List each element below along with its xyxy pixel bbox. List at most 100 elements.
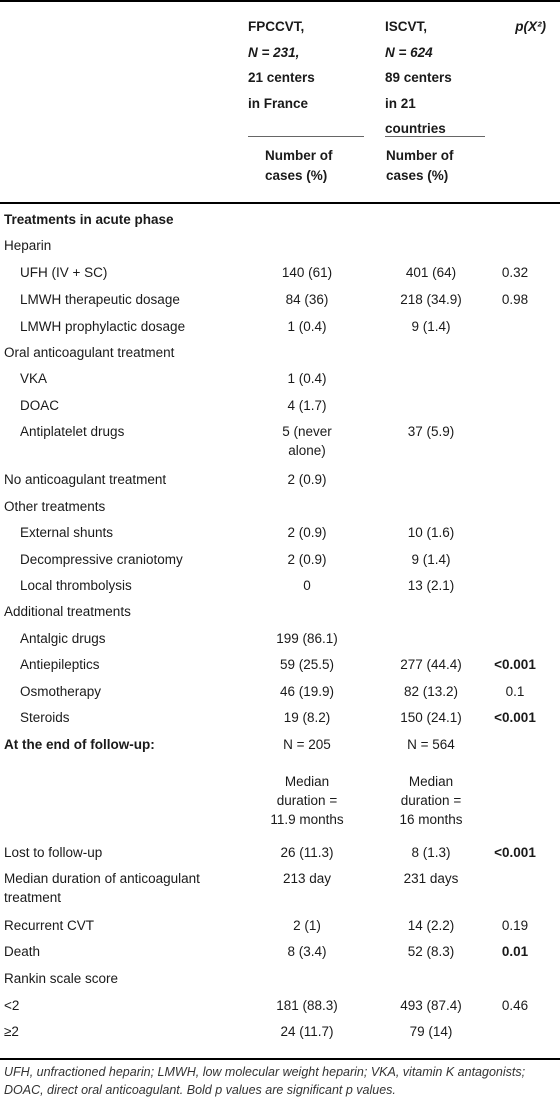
cell-line: 10 (1.6) — [407, 525, 455, 540]
header-line: ISCVT, — [385, 19, 428, 34]
row-label-line: <2 — [4, 998, 20, 1013]
cell-line: 52 (8.3) — [407, 944, 455, 959]
iscvt-value: Median duration = 16 months — [372, 772, 490, 829]
cell-line: 493 (87.4) — [400, 998, 462, 1013]
header-rule — [0, 202, 560, 204]
cell-line: 16 months — [399, 812, 463, 827]
iscvt-value: 218 (34.9) — [372, 290, 490, 309]
row-label-line: ≥2 — [4, 1024, 19, 1039]
row-label: External shunts — [20, 523, 260, 542]
iscvt-value: N = 564 — [372, 735, 490, 754]
header-line: FPCCVT, — [248, 19, 305, 34]
fpccvt-value: 5 (never alone) — [252, 422, 362, 460]
cell-line: 14 (2.2) — [407, 918, 455, 933]
row-label-line: LMWH prophylactic dosage — [20, 319, 186, 334]
cell-line: 79 (14) — [409, 1024, 453, 1039]
row-label: VKA — [20, 369, 260, 388]
row-label: LMWH therapeutic dosage — [20, 290, 260, 309]
header-iscvt: ISCVT, N = 624 89 centers in 21 countrie… — [385, 14, 485, 142]
header-line: 89 centers — [385, 70, 452, 85]
row-label-line: Rankin scale score — [4, 971, 119, 986]
iscvt-value: 37 (5.9) — [372, 422, 490, 441]
cell-line: 2 (1) — [293, 918, 321, 933]
row-label-line: Heparin — [4, 238, 52, 253]
cell-line: 59 (25.5) — [279, 657, 335, 672]
header-fpccvt: FPCCVT, N = 231, 21 centers in France — [248, 14, 358, 116]
cell-line: 1 (0.4) — [287, 371, 327, 386]
header-line: in 21 — [385, 95, 416, 111]
row-label-line: UFH (IV + SC) — [20, 265, 108, 280]
row-label: Rankin scale score — [4, 969, 244, 988]
cell-line: 82 (13.2) — [403, 684, 459, 699]
header-underline — [248, 136, 364, 137]
p-value: 0.46 — [501, 998, 529, 1013]
row-label-line: Local thrombolysis — [20, 578, 132, 593]
header-line: countries — [385, 121, 446, 136]
row-label-line: Lost to follow-up — [4, 845, 103, 860]
row-label: Recurrent CVT — [4, 916, 244, 935]
cell-line: 0 — [303, 578, 311, 593]
fpccvt-value: 59 (25.5) — [252, 655, 362, 674]
iscvt-value: 150 (24.1) — [372, 708, 490, 727]
header-line: in France — [248, 95, 309, 111]
p-value: <0.001 — [494, 710, 536, 725]
row-label-line: Additional treatments — [4, 604, 131, 619]
row-label: Additional treatments — [4, 602, 244, 621]
header-line: N = 231, — [248, 44, 300, 60]
header-line: N = 624 — [385, 44, 433, 60]
cell-line: 140 (61) — [281, 265, 333, 280]
cell-line: N = 564 — [407, 737, 455, 752]
row-label: Oral anticoagulant treatment — [4, 343, 244, 362]
row-label-line: Treatments in acute phase — [4, 212, 174, 227]
cell-line: 4 (1.7) — [287, 398, 327, 413]
subheader-line: Number of — [386, 148, 454, 163]
cell-line: 13 (2.1) — [407, 578, 455, 593]
fpccvt-value: 2 (0.9) — [252, 470, 362, 489]
row-label: No anticoagulant treatment — [4, 470, 244, 489]
iscvt-value: 9 (1.4) — [372, 550, 490, 569]
row-label: Death — [4, 942, 244, 961]
cell-line: 2 (0.9) — [287, 472, 327, 487]
cell-line: 26 (11.3) — [280, 845, 334, 860]
row-label: Antalgic drugs — [20, 629, 260, 648]
row-label: Other treatments — [4, 497, 244, 516]
fpccvt-value: 4 (1.7) — [252, 396, 362, 415]
cell-line: 5 (never — [282, 424, 332, 439]
fpccvt-value: N = 205 — [252, 735, 362, 754]
iscvt-value: 79 (14) — [372, 1022, 490, 1041]
row-label: ≥2 — [4, 1022, 244, 1041]
subheader-line: cases (%) — [386, 168, 449, 183]
cell-line: 8 (3.4) — [287, 944, 327, 959]
header-p-value: p(X²) — [515, 19, 546, 34]
p-value: 0.1 — [505, 684, 525, 699]
cell-line: 84 (36) — [285, 292, 329, 307]
cell-line: 2 (0.9) — [287, 552, 327, 567]
header-underline — [385, 136, 485, 137]
fpccvt-value: 2 (0.9) — [252, 523, 362, 542]
iscvt-value: 493 (87.4) — [372, 996, 490, 1015]
row-label-line: External shunts — [20, 525, 114, 540]
cell-line: duration = — [276, 793, 338, 808]
bottom-rule — [0, 1058, 560, 1060]
cell-line: 46 (19.9) — [279, 684, 335, 699]
row-label: Steroids — [20, 708, 260, 727]
fpccvt-value: 26 (11.3) — [252, 843, 362, 862]
iscvt-value: 82 (13.2) — [372, 682, 490, 701]
row-label-line: Steroids — [20, 710, 70, 725]
row-label: DOAC — [20, 396, 260, 415]
iscvt-value: 401 (64) — [372, 263, 490, 282]
cell-line: 1 (0.4) — [287, 319, 327, 334]
cell-line: 181 (88.3) — [276, 998, 338, 1013]
cell-line: 277 (44.4) — [400, 657, 462, 672]
fpccvt-value: 46 (19.9) — [252, 682, 362, 701]
fpccvt-value: 2 (1) — [252, 916, 362, 935]
iscvt-value: 231 days — [372, 869, 490, 888]
fpccvt-value: 8 (3.4) — [252, 942, 362, 961]
cell-line: 213 day — [282, 871, 332, 886]
row-label-line: At the end of follow-up: — [4, 737, 155, 752]
subheader-fpccvt: Number of cases (%) — [265, 146, 355, 186]
cell-line: 24 (11.7) — [280, 1024, 334, 1039]
row-label: <2 — [4, 996, 244, 1015]
iscvt-value: 8 (1.3) — [372, 843, 490, 862]
fpccvt-value: 1 (0.4) — [252, 369, 362, 388]
